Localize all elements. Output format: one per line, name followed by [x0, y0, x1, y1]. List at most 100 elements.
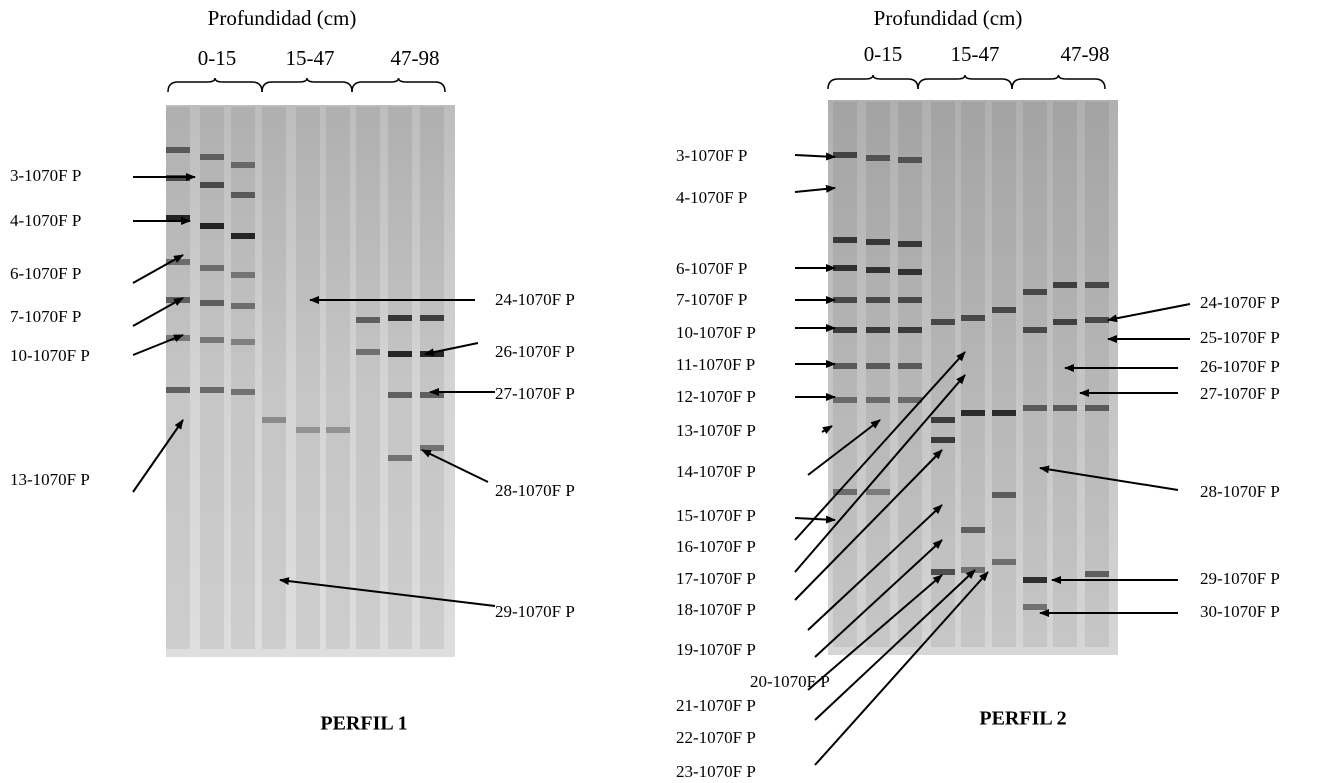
band [1053, 319, 1077, 325]
band-label: 12-1070F P [676, 387, 756, 406]
band [866, 397, 890, 403]
band [833, 152, 857, 158]
band [992, 492, 1016, 498]
arrow [814, 539, 943, 658]
lane [296, 107, 320, 649]
band-label: 24-1070F P [1200, 293, 1280, 312]
lane [262, 107, 286, 649]
band [1053, 405, 1077, 411]
band-label: 21-1070F P [676, 696, 756, 715]
brace [261, 77, 353, 93]
band [931, 569, 955, 575]
band-label: 14-1070F P [676, 462, 756, 481]
band [296, 427, 320, 433]
band [1053, 282, 1077, 288]
band [1023, 577, 1047, 583]
depth-label: 0-15 [864, 42, 903, 66]
band [931, 437, 955, 443]
band [200, 182, 224, 188]
band [262, 417, 286, 423]
arrow [794, 351, 966, 541]
arrow [807, 574, 943, 691]
lane [231, 107, 255, 649]
lane [898, 102, 922, 647]
band [166, 215, 190, 221]
arrow [1039, 465, 1179, 491]
band-label: 7-1070F P [676, 290, 747, 309]
brace [351, 77, 446, 93]
lane [388, 107, 412, 649]
band [231, 192, 255, 198]
band-label: 29-1070F P [495, 602, 575, 621]
lane [931, 102, 955, 647]
band-label: 13-1070F P [676, 421, 756, 440]
band [420, 315, 444, 321]
lane [1085, 102, 1109, 647]
band [231, 162, 255, 168]
band-label: 28-1070F P [1200, 482, 1280, 501]
band [200, 223, 224, 229]
band-label: 16-1070F P [676, 537, 756, 556]
arrow [279, 577, 496, 607]
band [866, 155, 890, 161]
band-label: 10-1070F P [676, 323, 756, 342]
band [898, 241, 922, 247]
panel-title: PERFIL 2 [979, 708, 1066, 730]
arrow [132, 334, 184, 356]
band [166, 147, 190, 153]
band-label: 24-1070F P [495, 290, 575, 309]
band [200, 154, 224, 160]
band-label: 13-1070F P [10, 470, 90, 489]
band [961, 527, 985, 533]
band [833, 397, 857, 403]
band [231, 233, 255, 239]
band [356, 317, 380, 323]
band [1085, 405, 1109, 411]
band [166, 387, 190, 393]
brace [827, 74, 919, 90]
band [231, 303, 255, 309]
band-label: 29-1070F P [1200, 569, 1280, 588]
band-label: 26-1070F P [495, 342, 575, 361]
depth-label: 15-47 [951, 42, 1000, 66]
band [931, 319, 955, 325]
band [833, 265, 857, 271]
band-label: 6-1070F P [10, 264, 81, 283]
band-label: 27-1070F P [495, 384, 575, 403]
band [898, 363, 922, 369]
arrow [821, 425, 833, 435]
band-label: 22-1070F P [676, 728, 756, 747]
band-label: 3-1070F P [676, 146, 747, 165]
band-label: 3-1070F P [10, 166, 81, 185]
panel-title: PERFIL 1 [320, 713, 407, 735]
band [898, 327, 922, 333]
band-label: 4-1070F P [676, 188, 747, 207]
band [898, 397, 922, 403]
lane [992, 102, 1016, 647]
band-label: 7-1070F P [10, 307, 81, 326]
band [833, 327, 857, 333]
lane [356, 107, 380, 649]
brace [917, 74, 1013, 90]
header: Profundidad (cm) [208, 6, 357, 30]
arrow [794, 374, 966, 573]
band [931, 417, 955, 423]
band-label: 18-1070F P [676, 600, 756, 619]
header: Profundidad (cm) [874, 6, 1023, 30]
band-label: 11-1070F P [676, 355, 755, 374]
band [866, 363, 890, 369]
band [1085, 317, 1109, 323]
band-label: 26-1070F P [1200, 357, 1280, 376]
arrow [807, 419, 881, 476]
arrow [814, 571, 989, 766]
arrow [424, 342, 479, 357]
arrow [794, 184, 836, 193]
band-label: 23-1070F P [676, 762, 756, 781]
band [231, 389, 255, 395]
band [992, 559, 1016, 565]
band [231, 272, 255, 278]
depth-label: 15-47 [286, 46, 335, 70]
arrow [807, 504, 943, 631]
band [961, 410, 985, 416]
